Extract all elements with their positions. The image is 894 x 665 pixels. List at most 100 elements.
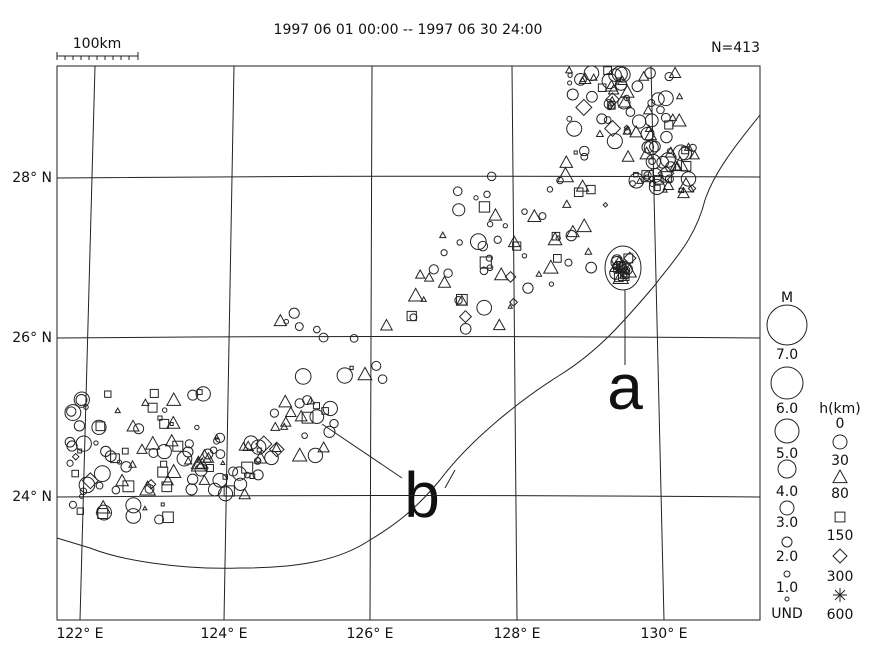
- event-symbol: [190, 457, 207, 472]
- event-symbol: [548, 281, 555, 287]
- legend-symbol: [832, 434, 848, 450]
- event-symbol: [477, 240, 489, 252]
- event-symbol: [214, 432, 226, 444]
- event-symbol: [217, 486, 234, 502]
- event-symbol: [643, 174, 651, 182]
- legend-symbol: [779, 500, 795, 516]
- event-symbol: [479, 256, 492, 269]
- event-symbol: [100, 445, 112, 457]
- event-symbol: [269, 408, 279, 418]
- event-symbol: [195, 456, 209, 469]
- event-symbol: [423, 271, 435, 282]
- longitude-line: [511, 65, 518, 621]
- event-symbol: [493, 267, 509, 281]
- event-symbol: [488, 207, 503, 221]
- event-symbol: [301, 411, 314, 424]
- event-symbol: [647, 99, 656, 108]
- annotation-label: b: [404, 459, 440, 531]
- trench-line: [56, 114, 761, 569]
- event-symbol: [622, 125, 633, 135]
- scale-bar: [56, 52, 139, 60]
- event-symbol: [243, 471, 251, 479]
- event-symbol: [614, 66, 631, 83]
- event-symbol: [318, 332, 329, 343]
- event-symbol: [149, 388, 159, 398]
- event-symbol: [160, 460, 168, 468]
- event-symbol: [213, 437, 221, 445]
- event-symbol: [270, 421, 281, 431]
- event-symbol: [183, 456, 193, 465]
- latitude-label: 24° N: [12, 489, 52, 505]
- event-symbol: [662, 187, 669, 193]
- event-symbol: [312, 402, 320, 410]
- event-symbol: [122, 480, 135, 493]
- legend-symbol: [781, 536, 793, 548]
- event-symbol: [291, 447, 308, 462]
- event-symbol: [313, 325, 321, 334]
- legend-symbol: [777, 459, 797, 479]
- event-symbol: [608, 95, 616, 102]
- event-symbol: [273, 313, 288, 327]
- event-symbol: [294, 368, 312, 385]
- event-symbol: [662, 179, 675, 190]
- event-symbol: [212, 472, 228, 488]
- event-symbol: [209, 446, 218, 454]
- event-symbol: [379, 318, 394, 331]
- event-symbol: [632, 114, 647, 129]
- legend-label: 5.0: [776, 446, 798, 462]
- event-symbol: [680, 171, 697, 187]
- event-symbol: [185, 483, 198, 496]
- event-symbol: [161, 407, 168, 413]
- event-symbol: [573, 150, 578, 155]
- event-symbol: [409, 313, 418, 322]
- event-symbol: [148, 447, 159, 459]
- event-symbol: [668, 113, 678, 121]
- legend-symbol: [783, 570, 791, 578]
- event-symbol: [633, 171, 639, 178]
- event-symbol: [672, 144, 690, 161]
- event-symbol: [284, 406, 297, 418]
- legend-title: h(km): [819, 401, 861, 417]
- event-symbol: [75, 435, 92, 452]
- event-symbol: [323, 425, 336, 438]
- event-symbol: [336, 367, 353, 384]
- event-symbol: [156, 443, 172, 460]
- event-symbol: [521, 253, 528, 259]
- event-symbol: [575, 98, 593, 117]
- event-symbol: [683, 142, 694, 151]
- event-symbol: [95, 421, 106, 432]
- event-symbol: [638, 70, 650, 81]
- event-symbol: [617, 94, 633, 108]
- event-symbol: [202, 448, 214, 460]
- event-symbol: [538, 212, 547, 221]
- event-symbol: [660, 152, 676, 168]
- event-symbol: [161, 474, 175, 486]
- event-symbol: [144, 483, 155, 494]
- event-symbol: [428, 264, 439, 275]
- scale-label: 100km: [73, 36, 121, 52]
- event-symbol: [469, 233, 487, 251]
- event-symbol: [643, 171, 652, 180]
- event-symbol: [677, 176, 695, 193]
- legend-label: 80: [831, 486, 849, 502]
- event-symbol: [76, 507, 84, 515]
- event-symbol: [64, 436, 76, 448]
- map-frame: [56, 65, 761, 621]
- event-symbol: [553, 254, 562, 263]
- event-symbol: [128, 459, 137, 468]
- event-symbol: [454, 296, 463, 305]
- event-symbol: [486, 221, 494, 228]
- event-symbol: [586, 184, 596, 195]
- event-symbol: [222, 474, 229, 480]
- event-symbol: [579, 145, 590, 157]
- event-symbol: [493, 235, 502, 244]
- event-symbol: [66, 406, 77, 417]
- event-symbol: [219, 459, 226, 465]
- event-symbol: [133, 423, 145, 435]
- event-symbol: [232, 466, 247, 481]
- event-symbol: [566, 88, 579, 101]
- event-symbol: [114, 473, 130, 487]
- event-symbol: [111, 485, 121, 495]
- event-symbol: [194, 424, 200, 431]
- event-symbol: [527, 208, 542, 223]
